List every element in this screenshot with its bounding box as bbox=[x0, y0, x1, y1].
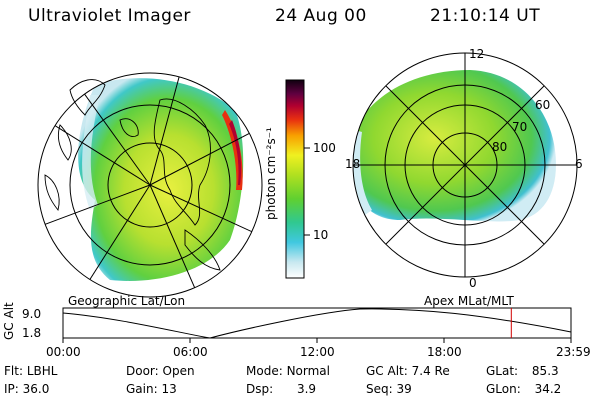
xtick-2359: 23:59 bbox=[556, 345, 591, 359]
colorbar-tick-high: 100 bbox=[313, 141, 336, 155]
geographic-grid bbox=[37, 72, 263, 298]
xtick-0000: 00:00 bbox=[46, 345, 81, 359]
observation-time: 21:10:14 UT bbox=[430, 6, 541, 26]
info-mode: Mode: Normal bbox=[246, 364, 330, 378]
aurora-oval bbox=[353, 70, 556, 222]
info-gc-alt: GC Alt: 7.4 Re bbox=[366, 364, 450, 378]
info-ip: IP: 36.0 bbox=[4, 382, 50, 396]
altitude-curve bbox=[62, 308, 572, 339]
magnetic-map bbox=[352, 52, 578, 278]
info-gain: Gain: 13 bbox=[126, 382, 177, 396]
coastlines bbox=[44, 79, 221, 271]
info-dsp: Dsp: 3.9 bbox=[246, 382, 317, 396]
lat-label-70: 70 bbox=[512, 120, 528, 134]
info-glat: GLat: 85.3 bbox=[486, 364, 559, 378]
mlt-label-18: 18 bbox=[345, 157, 361, 171]
info-glon: GLon: 34.2 bbox=[486, 382, 562, 396]
app-title: Ultraviolet Imager bbox=[28, 6, 191, 26]
dayside-glow bbox=[222, 110, 243, 190]
xtick-1800: 18:00 bbox=[427, 345, 462, 359]
lat-label-60: 60 bbox=[535, 98, 551, 112]
mlt-label-0: 0 bbox=[469, 276, 477, 290]
info-flt: Flt: LBHL bbox=[4, 364, 58, 378]
geographic-caption: Geographic Lat/Lon bbox=[68, 294, 186, 308]
mlt-label-12: 12 bbox=[469, 47, 485, 61]
altitude-ytick-high: 9.0 bbox=[22, 307, 42, 321]
altitude-ytick-low: 1.8 bbox=[22, 326, 42, 340]
lat-label-80: 80 bbox=[492, 140, 508, 154]
magnetic-grid bbox=[352, 52, 578, 278]
magnetic-caption: Apex MLat/MLT bbox=[424, 294, 514, 308]
colorbar bbox=[285, 79, 310, 279]
mlt-label-6: 6 bbox=[575, 157, 583, 171]
altitude-plot bbox=[62, 307, 572, 343]
info-seq: Seq: 39 bbox=[366, 382, 412, 396]
xtick-1200: 12:00 bbox=[300, 345, 335, 359]
geographic-map bbox=[37, 72, 263, 298]
observation-date: 24 Aug 00 bbox=[275, 6, 367, 26]
colorbar-label: photon cm⁻²s⁻¹ bbox=[264, 127, 278, 220]
colorbar-tick-low: 10 bbox=[313, 228, 329, 242]
xtick-0600: 06:00 bbox=[173, 345, 208, 359]
altitude-ylabel: GC Alt bbox=[2, 302, 16, 340]
info-door: Door: Open bbox=[126, 364, 195, 378]
